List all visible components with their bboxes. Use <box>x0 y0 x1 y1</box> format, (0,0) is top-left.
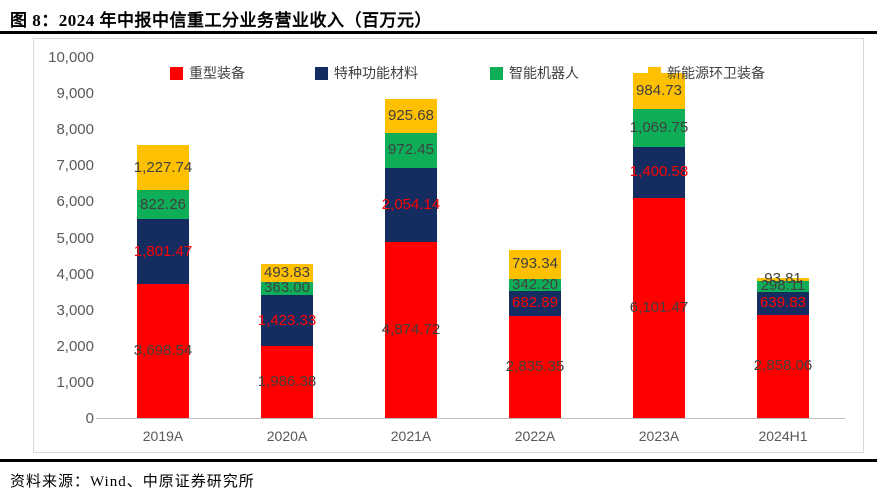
x-axis-category-label: 2024H1 <box>758 428 808 444</box>
legend-label: 特种功能材料 <box>334 65 418 81</box>
bar-value-label: 93.81 <box>764 270 802 288</box>
legend-item-series2: 智能机器人 <box>490 66 579 80</box>
bar-segment-2019A-series2 <box>137 189 189 220</box>
title-divider <box>0 31 877 34</box>
bar-segment-2024H1-series3 <box>757 277 809 281</box>
bar-segment-2022A-series3 <box>509 249 561 279</box>
y-axis-tick-label: 3,000 <box>56 301 94 319</box>
x-axis-category-label: 2022A <box>514 428 556 444</box>
legend-item-series3: 新能源环卫装备 <box>648 66 765 80</box>
legend-swatch-icon <box>315 66 328 80</box>
bar-segment-2021A-series1 <box>385 167 437 242</box>
source-note: 资料来源：Wind、中原证券研究所 <box>10 474 255 490</box>
y-axis-tick-label: 2,000 <box>56 337 94 355</box>
bar-segment-2020A-series3 <box>261 263 313 282</box>
bar-value-label: 1,069.75 <box>629 118 689 136</box>
bar-value-label: 3,698.54 <box>133 342 193 360</box>
x-axis-line <box>96 418 845 419</box>
bar-value-label: 2,858.06 <box>753 357 813 375</box>
bar-value-label: 298.11 <box>760 277 806 295</box>
bar-value-label: 1,400.58 <box>629 163 689 181</box>
bar-value-label: 1,986.38 <box>257 373 317 391</box>
bar-value-label: 2,835.35 <box>505 357 565 375</box>
legend-item-series1: 特种功能材料 <box>315 66 418 80</box>
bar-segment-2020A-series1 <box>261 294 313 347</box>
legend-item-series0: 重型装备 <box>170 66 245 80</box>
x-axis-category-label: 2020A <box>266 428 308 444</box>
y-axis-tick-label: 8,000 <box>56 121 94 139</box>
bar-value-label: 363.00 <box>264 279 310 297</box>
bar-segment-2021A-series2 <box>385 132 437 168</box>
bar-value-label: 822.26 <box>140 195 186 213</box>
bar-value-label: 984.73 <box>636 81 682 99</box>
bar-value-label: 4,874.72 <box>381 321 441 338</box>
footer-divider <box>0 459 877 462</box>
y-axis-tick-label: 10,000 <box>48 49 94 66</box>
legend-swatch-icon <box>170 66 183 80</box>
bar-value-label: 793.34 <box>512 255 558 273</box>
bar-segment-2020A-series2 <box>261 281 313 295</box>
bar-value-label: 493.83 <box>264 263 310 281</box>
bar-segment-2019A-series3 <box>137 145 189 190</box>
bar-segment-2022A-series2 <box>509 278 561 291</box>
bar-segment-2023A-series1 <box>633 147 685 198</box>
bar-value-label: 2,054.14 <box>381 195 441 213</box>
legend-swatch-icon <box>490 66 503 80</box>
bar-value-label: 6,101.47 <box>629 298 689 316</box>
bar-value-label: 972.45 <box>388 141 434 159</box>
x-axis-category-label: 2019A <box>142 428 184 444</box>
y-axis-tick-label: 1,000 <box>56 373 94 391</box>
x-axis-category-label: 2023A <box>638 428 680 444</box>
bar-segment-2022A-series0 <box>509 315 561 418</box>
y-axis-tick-label: 5,000 <box>56 229 94 247</box>
bar-segment-2024H1-series1 <box>757 291 809 315</box>
bar-segment-2024H1-series0 <box>757 314 809 418</box>
bar-segment-2020A-series0 <box>261 346 313 418</box>
y-axis-tick-label: 4,000 <box>56 265 94 283</box>
bar-value-label: 1,227.74 <box>133 158 193 176</box>
legend-swatch-icon <box>648 66 661 80</box>
bar-segment-2023A-series2 <box>633 108 685 148</box>
bar-value-label: 1,801.47 <box>133 242 193 260</box>
bar-segment-2019A-series0 <box>137 284 189 418</box>
bar-value-label: 682.89 <box>512 294 558 312</box>
bar-segment-2019A-series1 <box>137 219 189 285</box>
legend-label: 重型装备 <box>189 65 245 81</box>
bar-segment-2021A-series0 <box>385 242 437 418</box>
bar-value-label: 925.68 <box>388 107 434 125</box>
figure-title: 图 8：2024 年中报中信重工分业务营业收入（百万元） <box>10 11 432 30</box>
bar-segment-2022A-series1 <box>509 290 561 316</box>
bar-value-label: 342.20 <box>512 275 558 293</box>
y-axis-tick-label: 9,000 <box>56 85 94 103</box>
chart-area: 0 1,000 2,000 3,000 4,000 5,000 6,000 7,000 8,00… <box>33 38 864 453</box>
bar-segment-2024H1-series2 <box>757 280 809 292</box>
bar-segment-2021A-series3 <box>385 99 437 133</box>
legend-label: 智能机器人 <box>509 65 579 81</box>
y-axis-tick-label: 6,000 <box>56 193 94 211</box>
bar-value-label: 639.83 <box>760 294 806 312</box>
y-axis-tick-label: 7,000 <box>56 157 94 175</box>
bar-segment-2023A-series0 <box>633 197 685 418</box>
x-axis-category-label: 2021A <box>390 428 432 444</box>
y-axis-tick-label: 0 <box>85 410 94 427</box>
bar-value-label: 1,423.33 <box>257 311 317 329</box>
legend-label: 新能源环卫装备 <box>667 65 765 81</box>
